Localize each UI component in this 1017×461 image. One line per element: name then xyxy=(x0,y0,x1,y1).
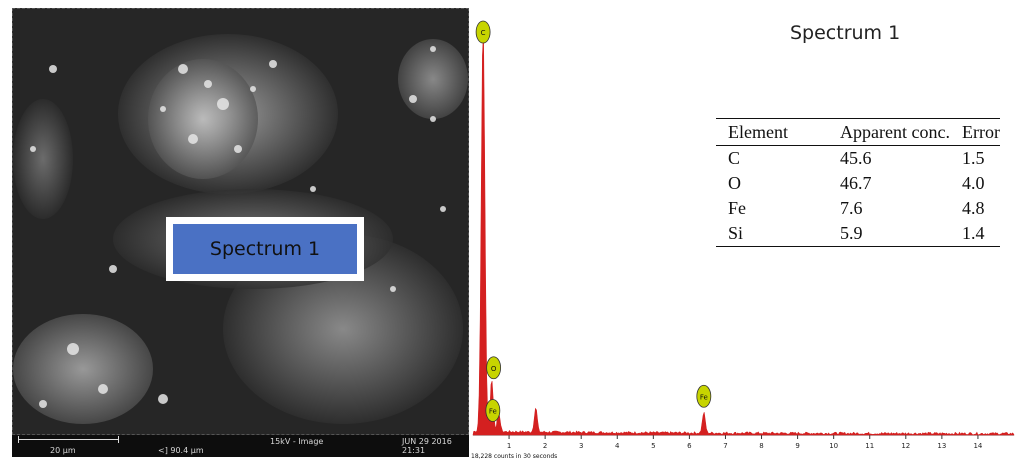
scale-bar-tick xyxy=(118,436,119,443)
acquisition-mode: 15kV - Image xyxy=(270,437,324,446)
peak-marker-oval xyxy=(485,399,501,422)
table-row: Fe 7.6 4.8 xyxy=(716,196,1000,221)
peak-marker-oval xyxy=(696,384,712,408)
table-cell: 1.5 xyxy=(962,148,985,168)
sem-info-bar: 20 µm <] 90.4 µm 15kV - Image JUN 29 201… xyxy=(12,435,469,457)
spectrum-region-text: Spectrum 1 xyxy=(173,224,357,274)
peak-markers: C O Fe Fe xyxy=(475,20,712,422)
table-cell: 4.0 xyxy=(962,173,985,193)
peak-marker-oval xyxy=(475,20,491,44)
table-cell: 45.6 xyxy=(840,148,872,168)
table-row: Si 5.9 1.4 xyxy=(716,221,1000,247)
column-header: Element xyxy=(716,118,828,146)
acquisition-date: JUN 29 2016 21:31 xyxy=(402,437,452,455)
spectrum-axis: 1 2 3 4 5 6 7 8 9 10 11 12 13 14 xyxy=(473,434,1014,450)
sem-micrograph: Spectrum 1 xyxy=(12,8,469,435)
table-cell: C xyxy=(728,148,741,168)
x-tick-label: 8 xyxy=(759,442,763,450)
x-tick-label: 14 xyxy=(973,442,982,450)
field-width: <] 90.4 µm xyxy=(158,446,204,455)
table-row: C 45.6 1.5 xyxy=(716,146,1000,172)
table-cell: 5.9 xyxy=(828,221,950,247)
spectrum-area xyxy=(472,32,1015,436)
column-header: Error xyxy=(950,118,1000,146)
scale-bar xyxy=(18,439,118,440)
x-tick-label: 12 xyxy=(901,442,910,450)
field-width-prefix: <] xyxy=(158,446,168,455)
x-tick-label: 10 xyxy=(829,442,838,450)
x-tick-label: 13 xyxy=(937,442,946,450)
x-tick-label: 6 xyxy=(687,442,692,450)
spectrum-trace xyxy=(472,32,1015,436)
table-cell: 7.6 xyxy=(840,198,863,218)
spectrum-region-label: Spectrum 1 xyxy=(166,217,364,281)
table-cell: 1.4 xyxy=(950,221,1000,247)
x-tick-label: 2 xyxy=(543,442,547,450)
x-tick-label: 11 xyxy=(865,442,874,450)
peak-marker-label: Fe xyxy=(489,408,497,416)
field-width-value: 90.4 µm xyxy=(170,446,204,455)
peak-marker-label: Fe xyxy=(700,393,708,401)
peak-marker: Fe xyxy=(485,399,501,422)
scale-bar-label: 20 µm xyxy=(50,446,76,455)
element-concentration-table: Element Apparent conc. Error C 45.6 1.5 … xyxy=(716,118,1000,247)
table-row: O 46.7 4.0 xyxy=(716,171,1000,196)
x-tick-label: 5 xyxy=(651,442,655,450)
scale-bar-tick xyxy=(18,436,19,443)
column-header: Apparent conc. xyxy=(828,118,950,146)
table-header-row: Element Apparent conc. Error xyxy=(716,118,1000,146)
x-tick-label: 9 xyxy=(795,442,799,450)
count-caption: 18,228 counts in 30 seconds xyxy=(471,453,557,460)
table-cell: 46.7 xyxy=(840,173,872,193)
peak-marker-oval xyxy=(486,356,502,380)
spectrum-title: Spectrum 1 xyxy=(790,22,901,44)
x-tick-label: 7 xyxy=(723,442,727,450)
peak-marker: Fe xyxy=(696,384,712,408)
peak-marker-label: O xyxy=(491,365,497,373)
peak-marker: O xyxy=(486,356,502,380)
table-cell: Fe xyxy=(728,198,746,218)
x-tick-label: 4 xyxy=(615,442,620,450)
table-cell: Si xyxy=(716,221,828,247)
x-tick-label: 3 xyxy=(579,442,583,450)
table-cell: O xyxy=(728,173,741,193)
peak-marker-label: C xyxy=(481,29,486,37)
table-cell: 4.8 xyxy=(962,198,985,218)
peak-marker: C xyxy=(475,20,491,44)
x-tick-label: 1 xyxy=(507,442,511,450)
